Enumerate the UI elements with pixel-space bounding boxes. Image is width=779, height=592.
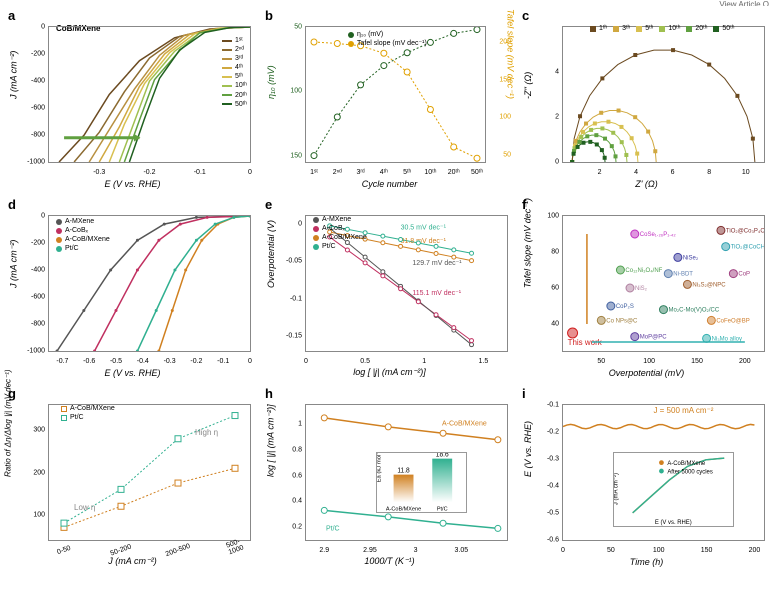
panel-a-xlabel: E (V vs. RHE) xyxy=(6,179,259,189)
svg-text:Pt/C: Pt/C xyxy=(437,507,448,512)
svg-text:A-CoB/MXene: A-CoB/MXene xyxy=(386,507,421,512)
panel-b-label: b xyxy=(265,8,273,23)
panel-f-xlabel: Overpotential (mV) xyxy=(520,368,773,378)
panel-i-xlabel: Time (h) xyxy=(520,557,773,567)
legend-a: 1ˢᵗ2ⁿᵈ3ʳᵈ4ᵗʰ5ᵗʰ10ᵗʰ20ᵗʰ50ᵗʰ xyxy=(222,36,247,109)
legend-b-eta: η₁₀ (mV) xyxy=(357,30,383,39)
plot-g: Low ηHigh η0-5050-200200-500500-10001002… xyxy=(48,404,251,541)
svg-text:Ni₃S₂@NPC: Ni₃S₂@NPC xyxy=(692,282,726,288)
panel-g: g Low ηHigh η0-5050-200200-500500-100010… xyxy=(6,384,259,569)
panel-c-xlabel: Z' (Ω) xyxy=(520,179,773,189)
svg-text:TiO₂@CoCH: TiO₂@CoCH xyxy=(731,245,764,251)
plot-f: CoSe₁.₂₆P₁.₄₂ TiO₂@Co₃P₄O₁₂ TiO₂@CoCH NiSe₂… xyxy=(562,215,765,352)
svg-text:Co₁₂Ni₃O₄/NF: Co₁₂Ni₃O₄/NF xyxy=(625,268,662,274)
panel-i-ylabel: E (V vs. RHE) xyxy=(523,420,533,476)
panel-b-ylabel: η₁₀ (mV) xyxy=(266,65,276,99)
panel-g-xlabel: J (mA cm⁻²) xyxy=(6,556,259,567)
plot-i: J = 500 mA cm⁻²050100150200-0.6-0.5-0.4-… xyxy=(562,404,765,541)
panel-f: f CoSe₁.₂₆P₁.₄₂ TiO₂@Co₃P₄O₁₂ TiO₂@CoCH NiS… xyxy=(520,195,773,380)
panel-f-label: f xyxy=(522,197,526,212)
panel-e-label: e xyxy=(265,197,272,212)
panel-g-label: g xyxy=(8,386,16,401)
svg-text:18.6: 18.6 xyxy=(436,453,449,458)
svg-text:Pt/C: Pt/C xyxy=(326,526,340,533)
panel-d-ylabel: J (mA cm⁻²) xyxy=(9,239,20,287)
legend-c: 1ᵗʰ3ᵗʰ5ᵗʰ10ᵗʰ20ᵗʰ50ᵗʰ xyxy=(590,24,740,33)
panel-d-xlabel: E (V vs. RHE) xyxy=(6,368,259,378)
legend-d: A-MXeneA-CoBₓA-CoB/MXenePt/C xyxy=(56,217,110,253)
panel-e-xlabel: log [ |j| (mA cm⁻²)] xyxy=(263,367,516,378)
svg-text:CoP: CoP xyxy=(738,272,750,278)
plot-a: -0.3-0.2-0.10-1000-800-600-400-2000 xyxy=(48,26,251,163)
figure-grid: a CoB/MXene -0.3-0.2-0.10-1000-800-600-4… xyxy=(0,0,779,575)
panel-e: e 129.7 mV dec⁻¹ 115.1 mV dec⁻¹ 31.8 mV de… xyxy=(263,195,516,380)
panel-h-ylabel: log [ |j| (mA cm⁻²)] xyxy=(266,404,277,477)
svg-text:Ea (kJ mol⁻¹): Ea (kJ mol⁻¹) xyxy=(377,453,382,482)
panel-h-xlabel: 1000/T (K⁻¹) xyxy=(263,556,516,567)
svg-text:129.7 mV dec⁻¹: 129.7 mV dec⁻¹ xyxy=(412,260,462,267)
panel-d: d -0.7-0.6-0.5-0.4-0.3-0.2-0.10-1000-800… xyxy=(6,195,259,380)
svg-text:MoP@PC: MoP@PC xyxy=(640,335,667,341)
svg-text:NiSe₂: NiSe₂ xyxy=(683,255,699,261)
svg-text:30.5 mV dec⁻¹: 30.5 mV dec⁻¹ xyxy=(401,225,447,232)
svg-text:After 5000 cycles: After 5000 cycles xyxy=(668,470,713,476)
svg-text:CoP₂S: CoP₂S xyxy=(616,304,634,310)
svg-text:Low η: Low η xyxy=(74,503,95,512)
svg-text:Ni-BDT: Ni-BDT xyxy=(673,272,693,278)
svg-text:11.8: 11.8 xyxy=(398,467,411,474)
svg-text:CoSe₁.₂₆P₁.₄₂: CoSe₁.₂₆P₁.₄₂ xyxy=(640,232,677,238)
panel-h-label: h xyxy=(265,386,273,401)
svg-text:CoFeO@BP: CoFeO@BP xyxy=(716,318,749,324)
panel-a: a CoB/MXene -0.3-0.2-0.10-1000-800-600-4… xyxy=(6,6,259,191)
panel-c: c 246810024 Z' (Ω) -Z'' (Ω) 1ᵗʰ3ᵗʰ5ᵗʰ10ᵗ… xyxy=(520,6,773,191)
svg-text:J (mA cm⁻²): J (mA cm⁻²) xyxy=(614,473,620,505)
panel-i-label: i xyxy=(522,386,526,401)
panel-h: h A-CoB/MXenePt/C2.92.9533.050.20.40.60.… xyxy=(263,384,516,569)
svg-text:NiS₂: NiS₂ xyxy=(635,286,648,292)
panel-d-label: d xyxy=(8,197,16,212)
plot-h: A-CoB/MXenePt/C2.92.9533.050.20.40.60.81… xyxy=(305,404,508,541)
svg-text:Mo₂C-Mo(V)O₂/CC: Mo₂C-Mo(V)O₂/CC xyxy=(669,308,720,314)
svg-text:A-CoB/MXene: A-CoB/MXene xyxy=(442,421,487,428)
panel-a-label: a xyxy=(8,8,15,23)
panel-e-ylabel: Overpotential (V) xyxy=(266,219,276,287)
panel-c-label: c xyxy=(522,8,529,23)
svg-text:Co NPs@C: Co NPs@C xyxy=(606,318,638,324)
svg-text:High η: High η xyxy=(195,428,218,437)
svg-text:E (V vs. RHE): E (V vs. RHE) xyxy=(655,520,692,525)
svg-text:A-CoB/MXene: A-CoB/MXene xyxy=(668,461,707,467)
panel-a-ylabel: J (mA cm⁻²) xyxy=(9,50,20,98)
plot-c: 246810024 xyxy=(562,26,765,163)
panel-c-ylabel: -Z'' (Ω) xyxy=(523,71,533,98)
panel-b: b 1ˢᵗ2ⁿᵈ3ʳᵈ4ᵗʰ5ᵗʰ10ᵗʰ20ᵗʰ50ᵗʰ50100150501… xyxy=(263,6,516,191)
panel-b-ylabel2: Tafel slope (mV dec⁻¹) xyxy=(505,9,516,99)
svg-text:115.1 mV dec⁻¹: 115.1 mV dec⁻¹ xyxy=(412,290,461,297)
legend-g: A-CoB/MXenePt/C xyxy=(61,404,115,422)
panel-i: i J = 500 mA cm⁻²050100150200-0.6-0.5-0.… xyxy=(520,384,773,569)
svg-text:J = 500 mA cm⁻²: J = 500 mA cm⁻² xyxy=(653,406,713,415)
svg-text:31.8 mV dec⁻¹: 31.8 mV dec⁻¹ xyxy=(401,238,447,245)
legend-e: A-MXeneA-CoBₓA-CoB/MXenePt/C xyxy=(313,215,367,251)
svg-text:TiO₂@Co₃P₄O₁₂: TiO₂@Co₃P₄O₁₂ xyxy=(726,228,764,234)
panel-b-xlabel: Cycle number xyxy=(263,179,516,189)
legend-b-tafel: Tafel slope (mV dec⁻¹) xyxy=(357,39,427,48)
legend-b: η₁₀ (mV) Tafel slope (mV dec⁻¹) xyxy=(348,30,427,48)
